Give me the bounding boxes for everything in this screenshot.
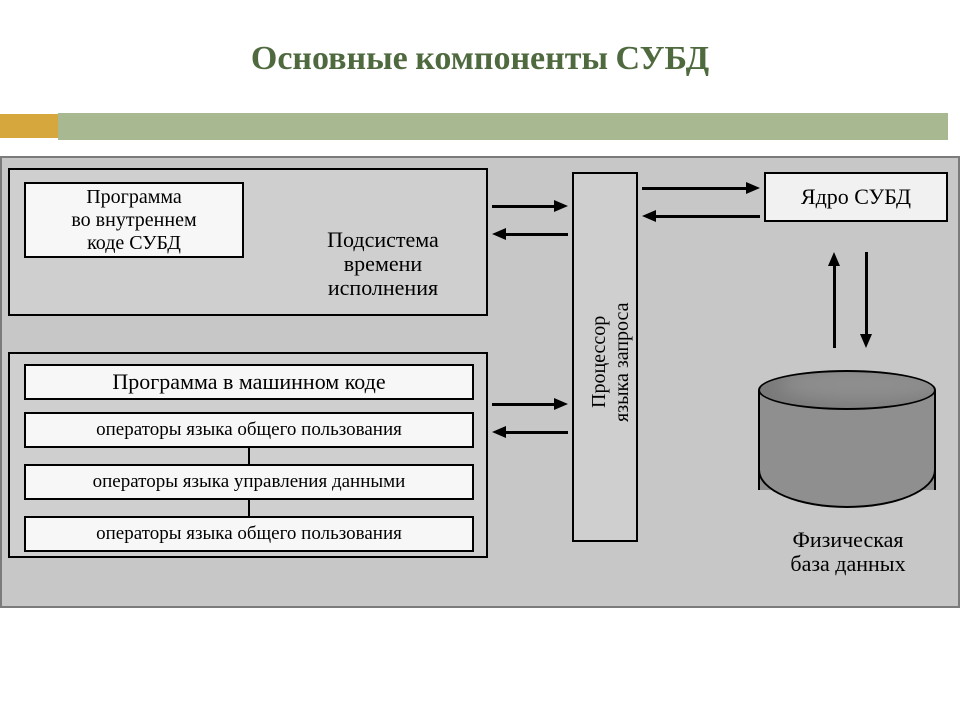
node-inner-program-internal-code: Программа во внутреннем коде СУБД (24, 182, 244, 258)
slide-title: Основные компоненты СУБД (0, 0, 960, 78)
row-connector-1 (248, 500, 250, 516)
header-machine-code: Программа в машинном коде (24, 364, 474, 400)
accent-bar (0, 114, 58, 138)
node-machine-code-program: Программа в машинном коде операторы язык… (8, 352, 488, 558)
label-runtime-subsystem: Подсистема времени исполнения (278, 228, 488, 301)
node-physical-database (758, 370, 936, 508)
diagram-frame: Программа во внутреннем коде СУБД Подсис… (0, 156, 960, 608)
row-connector-0 (248, 448, 250, 464)
op-row-2: операторы языка общего пользования (24, 516, 474, 552)
op-row-0: операторы языка общего пользования (24, 412, 474, 448)
node-runtime-subsystem: Программа во внутреннем коде СУБД Подсис… (8, 168, 488, 316)
label-query-processor: Процессор языка запроса (588, 222, 634, 502)
node-query-processor: Процессор языка запроса (572, 172, 638, 542)
label-physical-database: Физическая база данных (750, 528, 946, 576)
divider-line (58, 113, 948, 140)
op-row-1: операторы языка управления данными (24, 464, 474, 500)
node-dbms-kernel: Ядро СУБД (764, 172, 948, 222)
